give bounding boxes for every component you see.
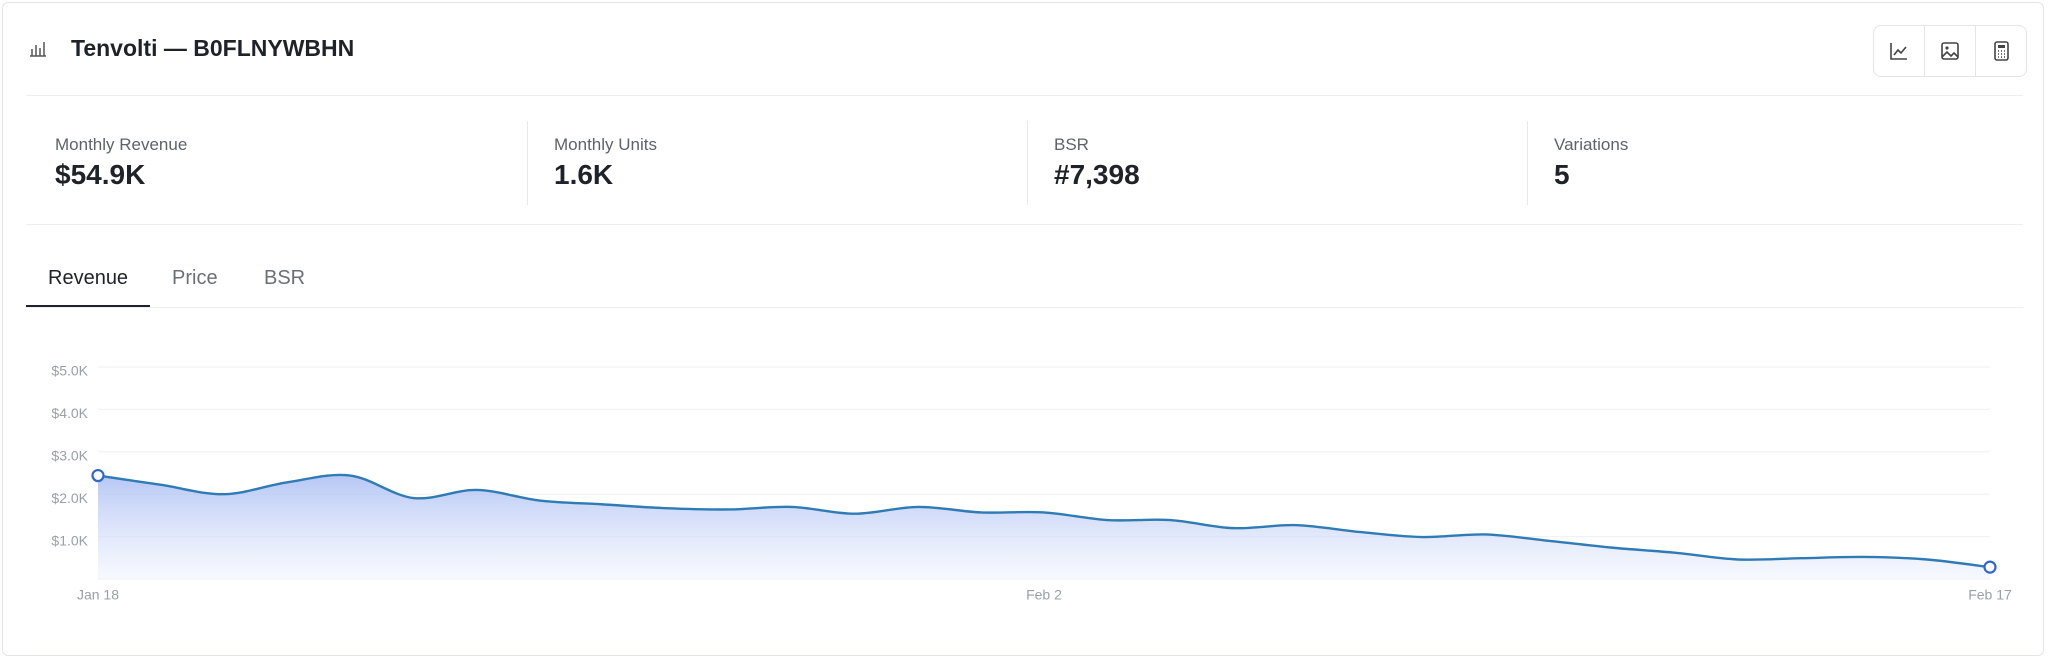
y-tick-label: $5.0K bbox=[51, 363, 88, 379]
x-tick-label: Jan 18 bbox=[77, 587, 119, 603]
metric-label: Monthly Revenue bbox=[55, 135, 188, 154]
metric-value: 1.6K bbox=[554, 159, 614, 190]
metric-divider bbox=[1027, 121, 1028, 205]
toolbar bbox=[1873, 25, 2027, 77]
x-tick-label: Feb 17 bbox=[1968, 587, 2012, 603]
metric-value: 5 bbox=[1554, 159, 1570, 190]
tab[interactable]: Price bbox=[172, 267, 218, 289]
y-tick-label: $4.0K bbox=[51, 405, 88, 421]
tab[interactable]: Revenue bbox=[48, 267, 129, 289]
metric-label: Variations bbox=[1554, 135, 1629, 154]
metric-label: BSR bbox=[1054, 135, 1089, 154]
metric-label: Monthly Units bbox=[554, 135, 657, 154]
x-tick-label: Feb 2 bbox=[1026, 587, 1062, 603]
product-title: Tenvolti — B0FLNYWBHN bbox=[71, 35, 355, 61]
calculator-button[interactable] bbox=[1976, 26, 2026, 76]
metric-divider bbox=[527, 121, 528, 205]
metric-divider bbox=[1527, 121, 1528, 205]
divider bbox=[26, 95, 2023, 96]
y-tick-label: $3.0K bbox=[51, 448, 88, 464]
chart-icon bbox=[30, 42, 46, 57]
y-tick-label: $2.0K bbox=[51, 490, 88, 506]
line-chart-button[interactable] bbox=[1874, 26, 1925, 76]
endpoint bbox=[91, 468, 105, 483]
metric-value: $54.9K bbox=[55, 159, 146, 190]
divider bbox=[26, 307, 2023, 308]
endpoint bbox=[1983, 560, 1997, 574]
metric-value: #7,398 bbox=[1054, 159, 1140, 190]
area bbox=[98, 474, 1990, 579]
y-tick-label: $1.0K bbox=[51, 532, 88, 548]
image-button[interactable] bbox=[1925, 26, 1976, 76]
line bbox=[97, 473, 1991, 569]
tab[interactable]: BSR bbox=[264, 267, 306, 289]
divider bbox=[26, 224, 2023, 225]
active-tab-underline bbox=[26, 305, 150, 308]
